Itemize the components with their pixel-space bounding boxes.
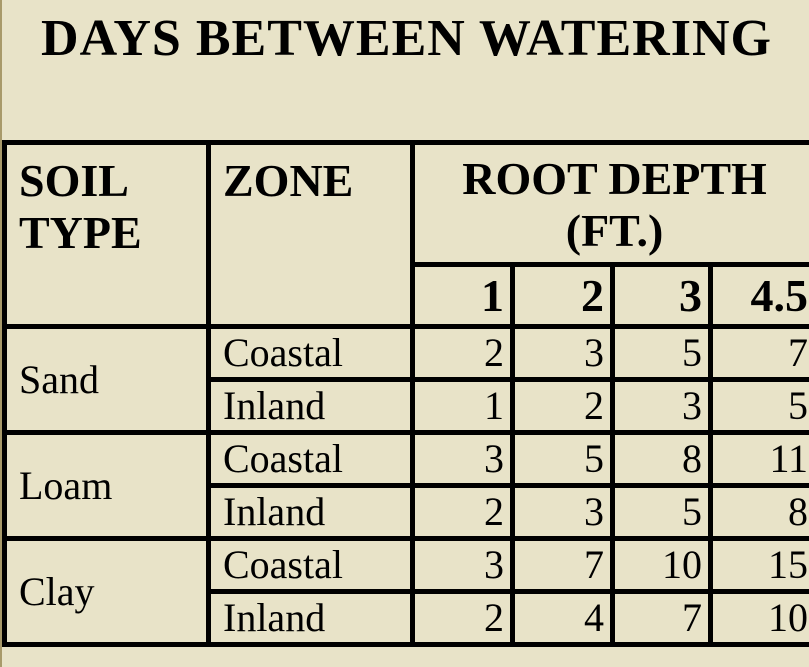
days-value-cell: 5 [707,377,809,435]
days-value-cell: 11 [707,430,809,488]
table-row: Sand Coastal 2 3 5 7 [2,324,809,435]
table-row: Inland 1 2 3 5 [5,377,809,435]
days-value-cell: 10 [707,589,809,647]
days-value-cell: 2 [410,483,515,541]
zone-cell: Inland [206,377,415,435]
table-title: DAYS BETWEEN WATERING [41,10,772,67]
zone-cell: Inland [206,483,415,541]
days-value-cell: 1 [410,377,515,435]
zone-cell: Coastal [206,324,415,382]
days-value-cell: 3 [510,324,615,382]
header-zone: ZONE [206,140,415,329]
days-value-cell: 7 [707,324,809,382]
table-row: Loam Coastal 3 5 8 11 [2,430,809,541]
header-depth-1: 1 [410,262,515,329]
header-root-depth: ROOT DEPTH (FT.) [409,140,809,267]
days-value-cell: 3 [610,377,713,435]
days-value-cell: 8 [610,430,713,488]
zone-cell: Coastal [206,430,415,488]
watering-table: SOIL TYPE ZONE ROOT DEPTH (FT.) 1 2 3 4.… [2,140,809,647]
table-row: Clay Coastal 3 7 10 15 [2,536,809,647]
days-value-cell: 2 [410,324,515,382]
days-value-cell: 8 [707,483,809,541]
table-row: Inland 2 3 5 8 [5,483,809,541]
soil-type-cell: Loam [2,430,211,541]
days-value-cell: 10 [610,536,713,594]
days-value-cell: 5 [510,430,615,488]
zone-cell: Inland [206,589,415,647]
days-value-cell: 4 [510,589,615,647]
days-value-cell: 15 [707,536,809,594]
days-value-cell: 3 [410,536,515,594]
days-value-cell: 2 [510,377,615,435]
soil-type-cell: Clay [2,536,211,647]
days-value-cell: 3 [510,483,615,541]
days-value-cell: 3 [410,430,515,488]
days-value-cell: 7 [510,536,615,594]
header-soil-type: SOIL TYPE [2,140,211,329]
days-value-cell: 2 [410,589,515,647]
soil-type-cell: Sand [2,324,211,435]
zone-cell: Coastal [206,536,415,594]
days-value-cell: 7 [610,589,713,647]
days-value-cell: 5 [610,483,713,541]
header-depth-3: 3 [610,262,713,329]
header-depth-4-5: 4.5 [707,262,809,329]
header-depth-2: 2 [510,262,615,329]
table-row: Inland 2 4 7 10 [5,589,809,647]
days-value-cell: 5 [610,324,713,382]
